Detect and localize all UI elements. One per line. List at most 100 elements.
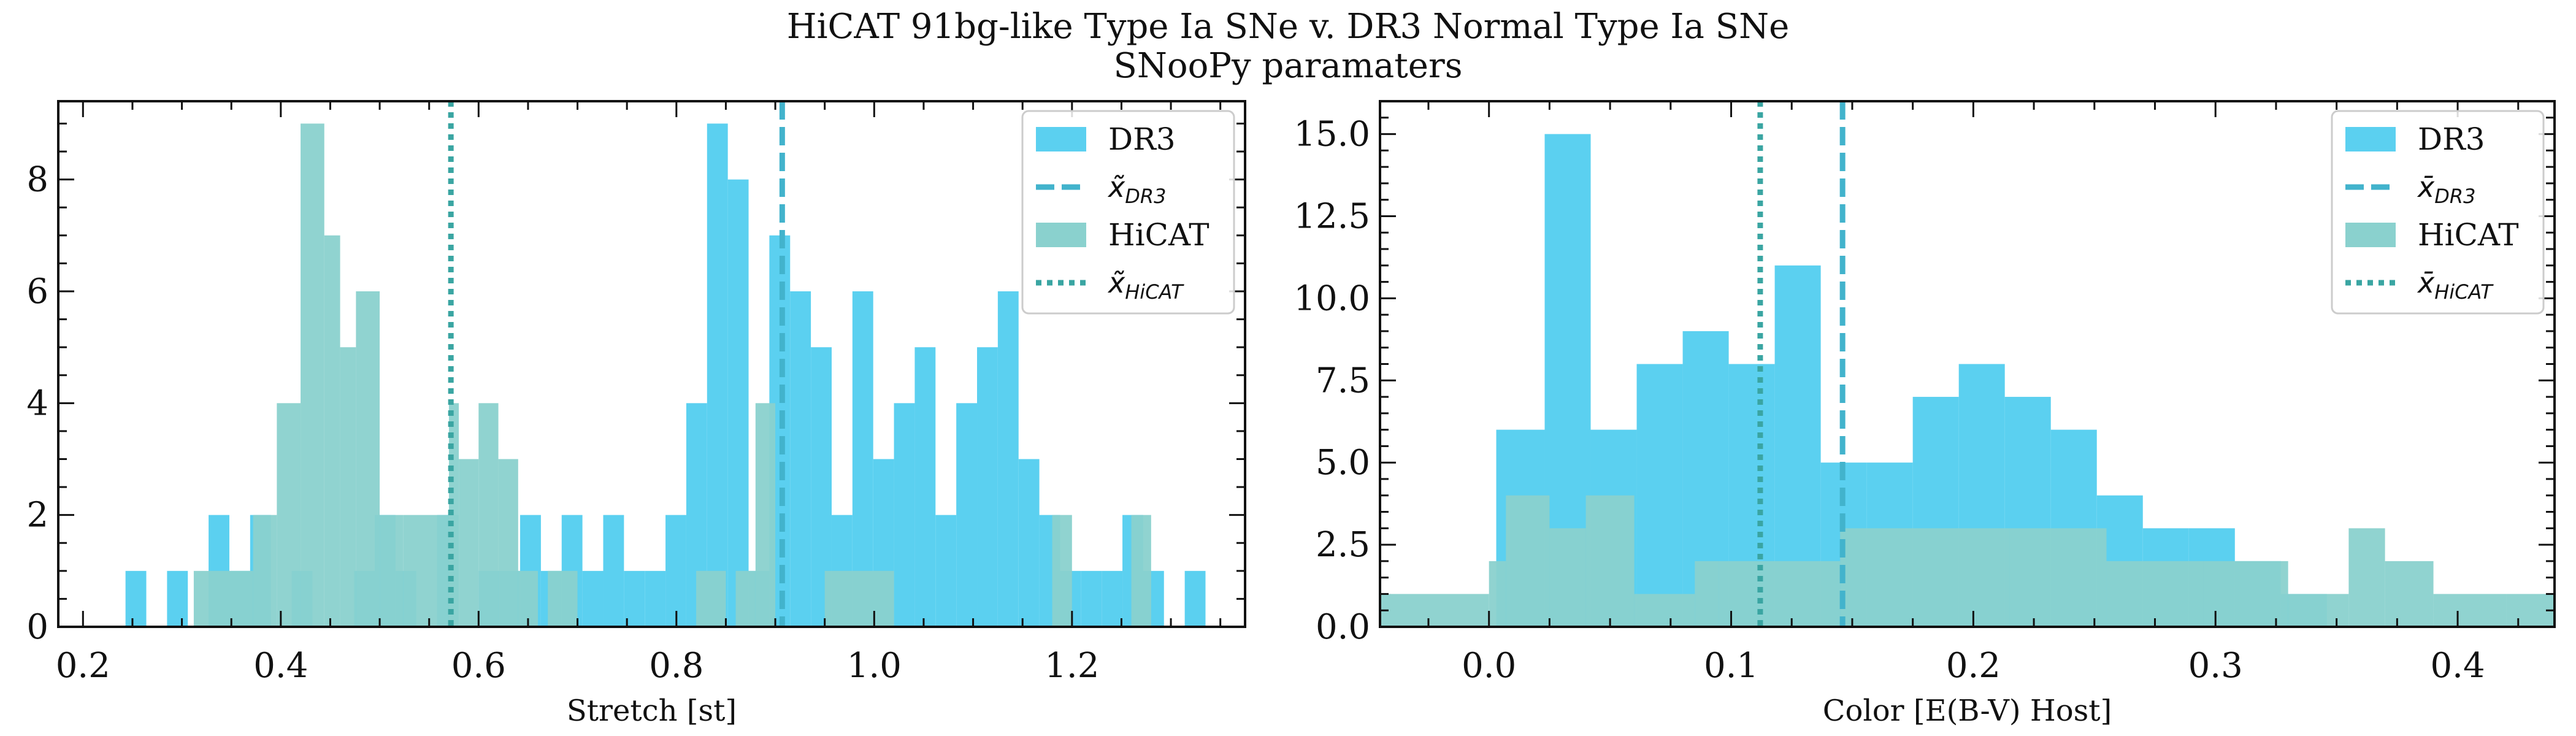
stretch-legend-hicat-label: HiCAT — [1108, 217, 1209, 253]
stretch-xtick-label: 1.2 — [1045, 646, 1099, 686]
color-legend-dr3-label: DR3 — [2418, 121, 2485, 157]
color-legend-hicat-median-label: x̄HiCAT — [2417, 266, 2494, 304]
stretch-xtick-label: 0.8 — [649, 646, 703, 686]
color-histogram-panel: 0.0 0.1 0.2 0.3 0.4 0.0 2.5 5.0 7.5 10.0 12.5 15.0 C… — [1294, 100, 2556, 728]
stretch-legend-hicat-median-label: x̃HiCAT — [1107, 266, 1184, 304]
stretch-dr3-bar-18 — [645, 570, 666, 627]
stretch-hicat-bar-0 — [193, 570, 253, 627]
color-hicat-bar-10 — [2106, 561, 2204, 627]
color-xtick-label: 0.2 — [1946, 646, 2001, 686]
color-ytick-label: 15.0 — [1294, 115, 1370, 155]
color-ytick-label: 0.0 — [1316, 607, 1370, 647]
stretch-xtick-label: 1.0 — [847, 646, 902, 686]
color-hicat-bar-9 — [2009, 528, 2107, 627]
color-hicat-bar-3 — [1549, 528, 1586, 627]
stretch-hicat-bar-7 — [380, 515, 404, 627]
stretch-histogram-panel: 0.2 0.4 0.6 0.8 1.0 1.2 0 2 4 6 8 Stretch [st] DR3 x̃… — [26, 100, 1246, 728]
stretch-dr3-bar-33 — [956, 403, 978, 627]
stretch-xtick-label: 0.2 — [56, 646, 110, 686]
color-ytick-label: 7.5 — [1316, 361, 1370, 401]
stretch-dr3-bar-30 — [894, 403, 915, 627]
color-legend-dr3-median-label: x̄DR3 — [2417, 171, 2475, 208]
chart-title-line2: SNooPy paramaters — [1114, 46, 1463, 86]
stretch-dr3-bar-16 — [603, 515, 624, 627]
stretch-xtick-label: 0.4 — [253, 646, 308, 686]
color-hicat-bar-5 — [1634, 594, 1695, 627]
stretch-ytick-label: 2 — [26, 496, 48, 535]
stretch-legend-hicat-swatch — [1036, 223, 1086, 247]
stretch-hicat-bar-2 — [277, 403, 301, 627]
color-legend: DR3 x̄DR3 HiCAT x̄HiCAT — [2331, 110, 2545, 315]
stretch-hicat-bar-6 — [356, 291, 380, 627]
stretch-hicat-bar-15 — [696, 570, 726, 627]
color-hicat-bar-4 — [1585, 495, 1635, 627]
color-hicat-bar-0 — [1380, 594, 1489, 627]
stretch-dr3-bar-21 — [707, 123, 728, 627]
color-xaxis-label: Color [E(B-V) Host] — [1823, 694, 2112, 728]
stretch-hicat-bar-20 — [1131, 515, 1151, 627]
stretch-hicat-bar-12 — [498, 459, 518, 627]
stretch-hicat-bar-3 — [301, 123, 324, 627]
stretch-dr3-bar-31 — [914, 347, 936, 627]
stretch-hicat-bar-18 — [824, 570, 894, 627]
stretch-hicat-bar-11 — [478, 403, 499, 627]
color-hicat-bar-15 — [2433, 594, 2507, 627]
color-hicat-bar-1 — [1489, 561, 1506, 627]
color-hicat-bar-2 — [1506, 495, 1550, 627]
color-hicat-bar-11 — [2203, 561, 2288, 627]
stretch-legend-dr3-swatch — [1036, 127, 1086, 151]
color-legend-hicat-swatch — [2345, 223, 2396, 247]
stretch-dr3-bar-39 — [1081, 570, 1102, 627]
stretch-dr3-bar-35 — [997, 291, 1019, 627]
color-hicat-bar-13 — [2348, 528, 2385, 627]
color-ytick-label: 5.0 — [1316, 443, 1370, 483]
stretch-hicat-bar-10 — [459, 459, 479, 627]
color-hicat-bar-14 — [2385, 561, 2434, 627]
color-xtick-label: 0.3 — [2188, 646, 2243, 686]
stretch-dr3-bar-28 — [852, 291, 873, 627]
color-hicat-bar-7 — [1719, 561, 1841, 627]
color-hicat-bar-8 — [1840, 528, 2010, 627]
stretch-ytick-label: 0 — [26, 607, 48, 647]
color-ytick-label: 2.5 — [1316, 525, 1370, 565]
stretch-dr3-bar-1 — [167, 570, 188, 627]
stretch-dr3-bar-15 — [582, 570, 604, 627]
stretch-dr3-bar-40 — [1102, 570, 1123, 627]
stretch-dr3-bar-34 — [977, 347, 998, 627]
stretch-hicat-bar-17 — [755, 403, 776, 627]
stretch-hicat-bar-16 — [735, 570, 756, 627]
stretch-dr3-bar-36 — [1018, 459, 1040, 627]
color-plot-area — [1380, 101, 2555, 627]
color-dr3-bar-3 — [1636, 364, 1683, 627]
stretch-ytick-label: 4 — [26, 383, 48, 423]
color-ytick-label: 12.5 — [1294, 196, 1370, 236]
stretch-dr3-bar-43 — [1184, 570, 1206, 627]
color-legend-hicat-label: HiCAT — [2418, 217, 2519, 253]
stretch-plot-area — [125, 101, 1206, 627]
stretch-dr3-bar-17 — [624, 570, 645, 627]
stretch-hicat-bar-5 — [340, 347, 356, 627]
stretch-legend: DR3 x̃DR3 HiCAT x̃HiCAT — [1021, 110, 1235, 315]
stretch-ytick-label: 6 — [26, 272, 48, 312]
stretch-hicat-bar-4 — [324, 235, 340, 627]
color-hicat-bar-12 — [2288, 594, 2349, 627]
color-ytick-label: 10.0 — [1294, 278, 1370, 318]
color-legend-dr3-swatch — [2345, 127, 2396, 151]
color-hicat-bar-6 — [1695, 561, 1719, 627]
stretch-dr3-bar-19 — [665, 515, 686, 627]
stretch-xtick-label: 0.6 — [451, 646, 506, 686]
stretch-dr3-bar-0 — [125, 570, 147, 627]
stretch-hicat-bar-13 — [518, 570, 539, 627]
stretch-hicat-bar-1 — [253, 515, 277, 627]
stretch-axes-frame — [57, 100, 1246, 628]
stretch-ytick-label: 8 — [26, 160, 48, 200]
stretch-hicat-bar-19 — [1052, 515, 1072, 627]
color-xtick-label: 0.1 — [1704, 646, 1758, 686]
chart-title-line1: HiCAT 91bg-like Type Ia SNe v. DR3 Norma… — [787, 7, 1789, 47]
color-xtick-label: 0.0 — [1462, 646, 1516, 686]
stretch-legend-dr3-median-label: x̃DR3 — [1107, 171, 1166, 208]
stretch-hicat-bar-14 — [548, 570, 578, 627]
color-xtick-label: 0.4 — [2431, 646, 2485, 686]
stretch-dr3-bar-22 — [727, 179, 749, 627]
